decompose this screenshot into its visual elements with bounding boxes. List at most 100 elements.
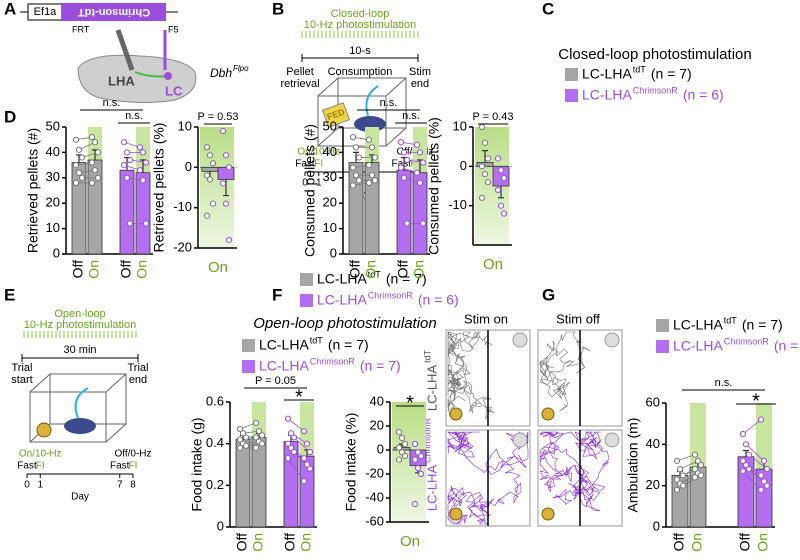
row-sup: tdT [422,349,432,363]
data-point [126,156,134,164]
empty-well [604,332,620,348]
legend-label: LC-LHA [317,292,367,308]
y-axis-label: Retrieved pellets (#) [25,128,41,253]
data-point [500,175,508,182]
data-point [219,180,227,187]
y-tick-label: 0 [330,245,337,260]
data-point [284,415,292,422]
timeline-label: FI [314,159,323,170]
pair-line [676,454,696,462]
data-point [120,162,128,169]
legend-n: (n = 7) [742,317,783,333]
x-tick-label: On [298,533,314,552]
pair-line [287,418,305,432]
duration: 10-s [349,45,371,57]
data-point [411,440,419,448]
data-point [88,159,96,166]
data-point [242,434,250,441]
timeline-label: Fast [295,159,315,170]
pair-line [742,470,762,491]
protocol: Open-loop [54,308,105,320]
legend-n: (n = 6) [683,87,724,103]
data-point [209,200,217,207]
promoter: Ef1a [34,6,58,18]
legend-sup: ChrimsonR [310,356,356,366]
bar [201,166,219,172]
day-label: 8 [130,480,136,491]
data-point [403,156,411,164]
panel-label: A [4,0,16,18]
phase: start [11,374,32,386]
data-point [413,169,421,176]
pair-line [676,468,696,480]
legend-n: (n = 7) [386,271,427,287]
fed-device [321,102,351,128]
x-tick-label: On [134,260,150,279]
legend-swatch [300,294,313,307]
timeline-label: FI [129,461,138,472]
row-sup: ChrimsonR [422,417,432,463]
legend-swatch [565,68,578,81]
data-point [673,486,681,493]
data-point [136,144,144,151]
panel-g-tracks [445,329,623,527]
data-point [395,444,403,451]
x-tick-label: On [86,260,102,279]
legend-n: (n = 7) [360,358,401,374]
legend-sup: ChrimsonR [633,85,679,95]
x-tick-label: Off [737,533,753,552]
y-tick-label: 60 [646,394,660,409]
data-point [368,144,376,151]
site: FRT [72,24,90,34]
x-tick-label: On [363,260,379,279]
legend-n: (n = 7) [328,337,369,353]
data-point [75,169,83,176]
y-tick-label: 0 [653,518,660,533]
data-point [757,472,765,479]
data-point [306,465,314,472]
timeline-xlabel: Day [71,492,89,503]
data-point [673,457,681,464]
annotation: n.s. [380,97,398,109]
data-point [242,442,250,449]
pair-line [742,419,762,435]
trajectory [447,331,495,420]
data-point [745,466,753,473]
data-point [284,440,292,447]
data-point [400,149,408,156]
panel-label: C [542,0,554,18]
data-point [691,466,699,473]
data-point [349,134,357,141]
phase: Stim [409,66,431,78]
y-tick-label: 10 [323,220,337,235]
legend-label: LC-LHA [259,358,309,374]
data-point [419,220,427,227]
data-point [209,160,217,167]
y-axis-label: Ambulation (m) [625,418,641,513]
data-point [225,164,233,171]
annotation: * [295,386,303,408]
legend-label: LC-LHA [317,271,367,287]
data-point [478,194,486,201]
x-tick-label: On [208,259,228,276]
fiber [115,29,135,71]
data-point [123,174,131,181]
data-point [78,154,86,161]
error-bar [482,150,488,163]
data-point [497,167,505,174]
y-tick-label: -10 [448,197,467,212]
mouse-line-sup: Flpo [233,64,249,73]
timeline-label: Fast [17,461,37,472]
stim-on: On/10-Hz [297,147,340,158]
data-point [757,486,765,493]
region: LHA [108,73,135,88]
data-point [691,474,699,481]
bar [119,169,135,255]
panel-label: E [4,285,15,304]
y-tick-label: -40 [365,489,384,504]
legend-sup: ChrimsonR [368,290,414,300]
trajectory [539,431,610,512]
data-point [403,220,411,227]
data-point [742,461,750,469]
food-well [541,407,555,421]
